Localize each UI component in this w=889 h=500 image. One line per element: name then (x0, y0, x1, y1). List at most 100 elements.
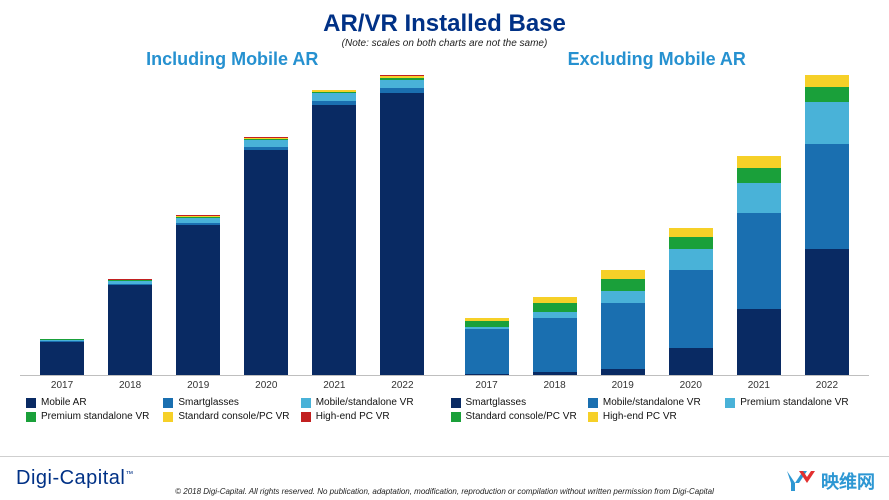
seg-standard-console-pc-vr (533, 303, 577, 312)
seg-mobile-standalone-vr (465, 329, 509, 374)
left-x-axis: 2017 2018 2019 2020 2021 2022 (20, 376, 445, 397)
right-legend: Smartglasses Mobile/standalone VR Premium … (445, 397, 870, 422)
legend-swatch-icon (163, 412, 173, 422)
seg-smartglasses (737, 309, 781, 375)
bar-2017 (40, 339, 84, 375)
bar-2022 (805, 75, 849, 375)
legend-swatch-icon (588, 398, 598, 408)
x-label: 2019 (601, 380, 645, 391)
legend-swatch-icon (588, 412, 598, 422)
right-chart: Excluding Mobile AR 20172018201920202021… (445, 49, 870, 422)
x-label: 2021 (312, 380, 356, 391)
legend-label: Smartglasses (178, 397, 239, 408)
seg-premium-standalone-vr (669, 249, 713, 270)
legend-swatch-icon (451, 398, 461, 408)
bar-2021 (312, 90, 356, 375)
legend-item: Mobile/standalone VR (301, 397, 438, 408)
seg-premium-standalone-vr (805, 102, 849, 144)
legend-label: Mobile/standalone VR (603, 397, 701, 408)
legend-item: Smartglasses (163, 397, 300, 408)
bar-2017 (465, 318, 509, 375)
legend-item: Premium standalone VR (725, 397, 862, 408)
legend-swatch-icon (725, 398, 735, 408)
seg-mobile-standalone-vr (601, 303, 645, 369)
subtitle-note: (Note: scales on both charts are not the… (0, 38, 889, 49)
seg-standard-console-pc-vr (805, 87, 849, 102)
bar-2018 (108, 279, 152, 375)
copyright-text: © 2018 Digi-Capital. All rights reserved… (0, 487, 889, 496)
legend-label: High-end PC VR (603, 411, 677, 422)
legend-item: High-end PC VR (301, 411, 438, 422)
x-label: 2021 (737, 380, 781, 391)
brand-text: Digi-Capital (16, 467, 125, 489)
legend-label: Premium standalone VR (740, 397, 848, 408)
seg-smartglasses (533, 372, 577, 375)
legend-item: Smartglasses (451, 397, 588, 408)
bar-2018 (533, 297, 577, 375)
left-chart-title: Including Mobile AR (20, 49, 445, 70)
seg-mobile-standalone-vr (737, 213, 781, 309)
legend-item: High-end PC VR (588, 411, 725, 422)
seg-mobile-standalone-vr (533, 318, 577, 372)
legend-label: Standard console/PC VR (178, 411, 289, 422)
legend-label: Smartglasses (466, 397, 527, 408)
bar-2021 (737, 156, 781, 375)
legend-label: Premium standalone VR (41, 411, 149, 422)
left-plot-area (20, 76, 445, 376)
tm-mark: ™ (125, 469, 134, 478)
legend-item: Premium standalone VR (26, 411, 163, 422)
bar-2019 (601, 270, 645, 375)
yingwei-mark-icon (785, 469, 817, 493)
legend-swatch-icon (26, 412, 36, 422)
legend-swatch-icon (451, 412, 461, 422)
legend-item: Mobile AR (26, 397, 163, 408)
charts-row: Including Mobile AR 2017 2018 2019 2020 2021… (0, 49, 889, 422)
legend-swatch-icon (163, 398, 173, 408)
seg-standard-console-pc-vr (601, 279, 645, 291)
x-label: 2022 (380, 380, 424, 391)
x-label: 2019 (176, 380, 220, 391)
x-label: 2020 (244, 380, 288, 391)
seg-mobile-ar (380, 93, 424, 375)
legend-swatch-icon (301, 412, 311, 422)
seg-mobile-standalone-vr (380, 80, 424, 88)
x-label: 2018 (533, 380, 577, 391)
seg-high-end-pc-vr (805, 75, 849, 87)
seg-high-end-pc-vr (601, 270, 645, 279)
bar-2020 (669, 228, 713, 375)
yingwei-logo: 映维网 (785, 468, 875, 494)
left-legend: Mobile AR Smartglasses Mobile/standalone V… (20, 397, 445, 422)
seg-mobile-ar (176, 225, 220, 375)
seg-premium-standalone-vr (601, 291, 645, 303)
seg-mobile-ar (40, 342, 84, 375)
seg-standard-console-pc-vr (669, 237, 713, 249)
seg-high-end-pc-vr (737, 156, 781, 168)
right-chart-title: Excluding Mobile AR (445, 49, 870, 70)
x-label: 2018 (108, 380, 152, 391)
seg-mobile-standalone-vr (244, 140, 288, 147)
bar-2022 (380, 75, 424, 375)
x-label: 2022 (805, 380, 849, 391)
seg-mobile-ar (312, 105, 356, 375)
legend-item: Standard console/PC VR (163, 411, 300, 422)
legend-item: Standard console/PC VR (451, 411, 588, 422)
footer: Digi-Capital™ © 2018 Digi-Capital. All r… (0, 456, 889, 500)
seg-high-end-pc-vr (669, 228, 713, 237)
main-title: AR/VR Installed Base (0, 0, 889, 38)
seg-premium-standalone-vr (737, 183, 781, 213)
left-chart: Including Mobile AR 2017 2018 2019 2020 2021… (20, 49, 445, 422)
legend-swatch-icon (26, 398, 36, 408)
legend-item: Mobile/standalone VR (588, 397, 725, 408)
x-label: 2017 (465, 380, 509, 391)
seg-mobile-standalone-vr (669, 270, 713, 348)
seg-mobile-ar (108, 285, 152, 375)
seg-smartglasses (669, 348, 713, 375)
seg-smartglasses (601, 369, 645, 375)
right-x-axis: 201720182019202020212022 (445, 376, 870, 397)
seg-smartglasses (465, 374, 509, 376)
legend-swatch-icon (301, 398, 311, 408)
bar-2019 (176, 215, 220, 375)
bar-2020 (244, 137, 288, 375)
seg-standard-console-pc-vr (737, 168, 781, 183)
x-label: 2017 (40, 380, 84, 391)
